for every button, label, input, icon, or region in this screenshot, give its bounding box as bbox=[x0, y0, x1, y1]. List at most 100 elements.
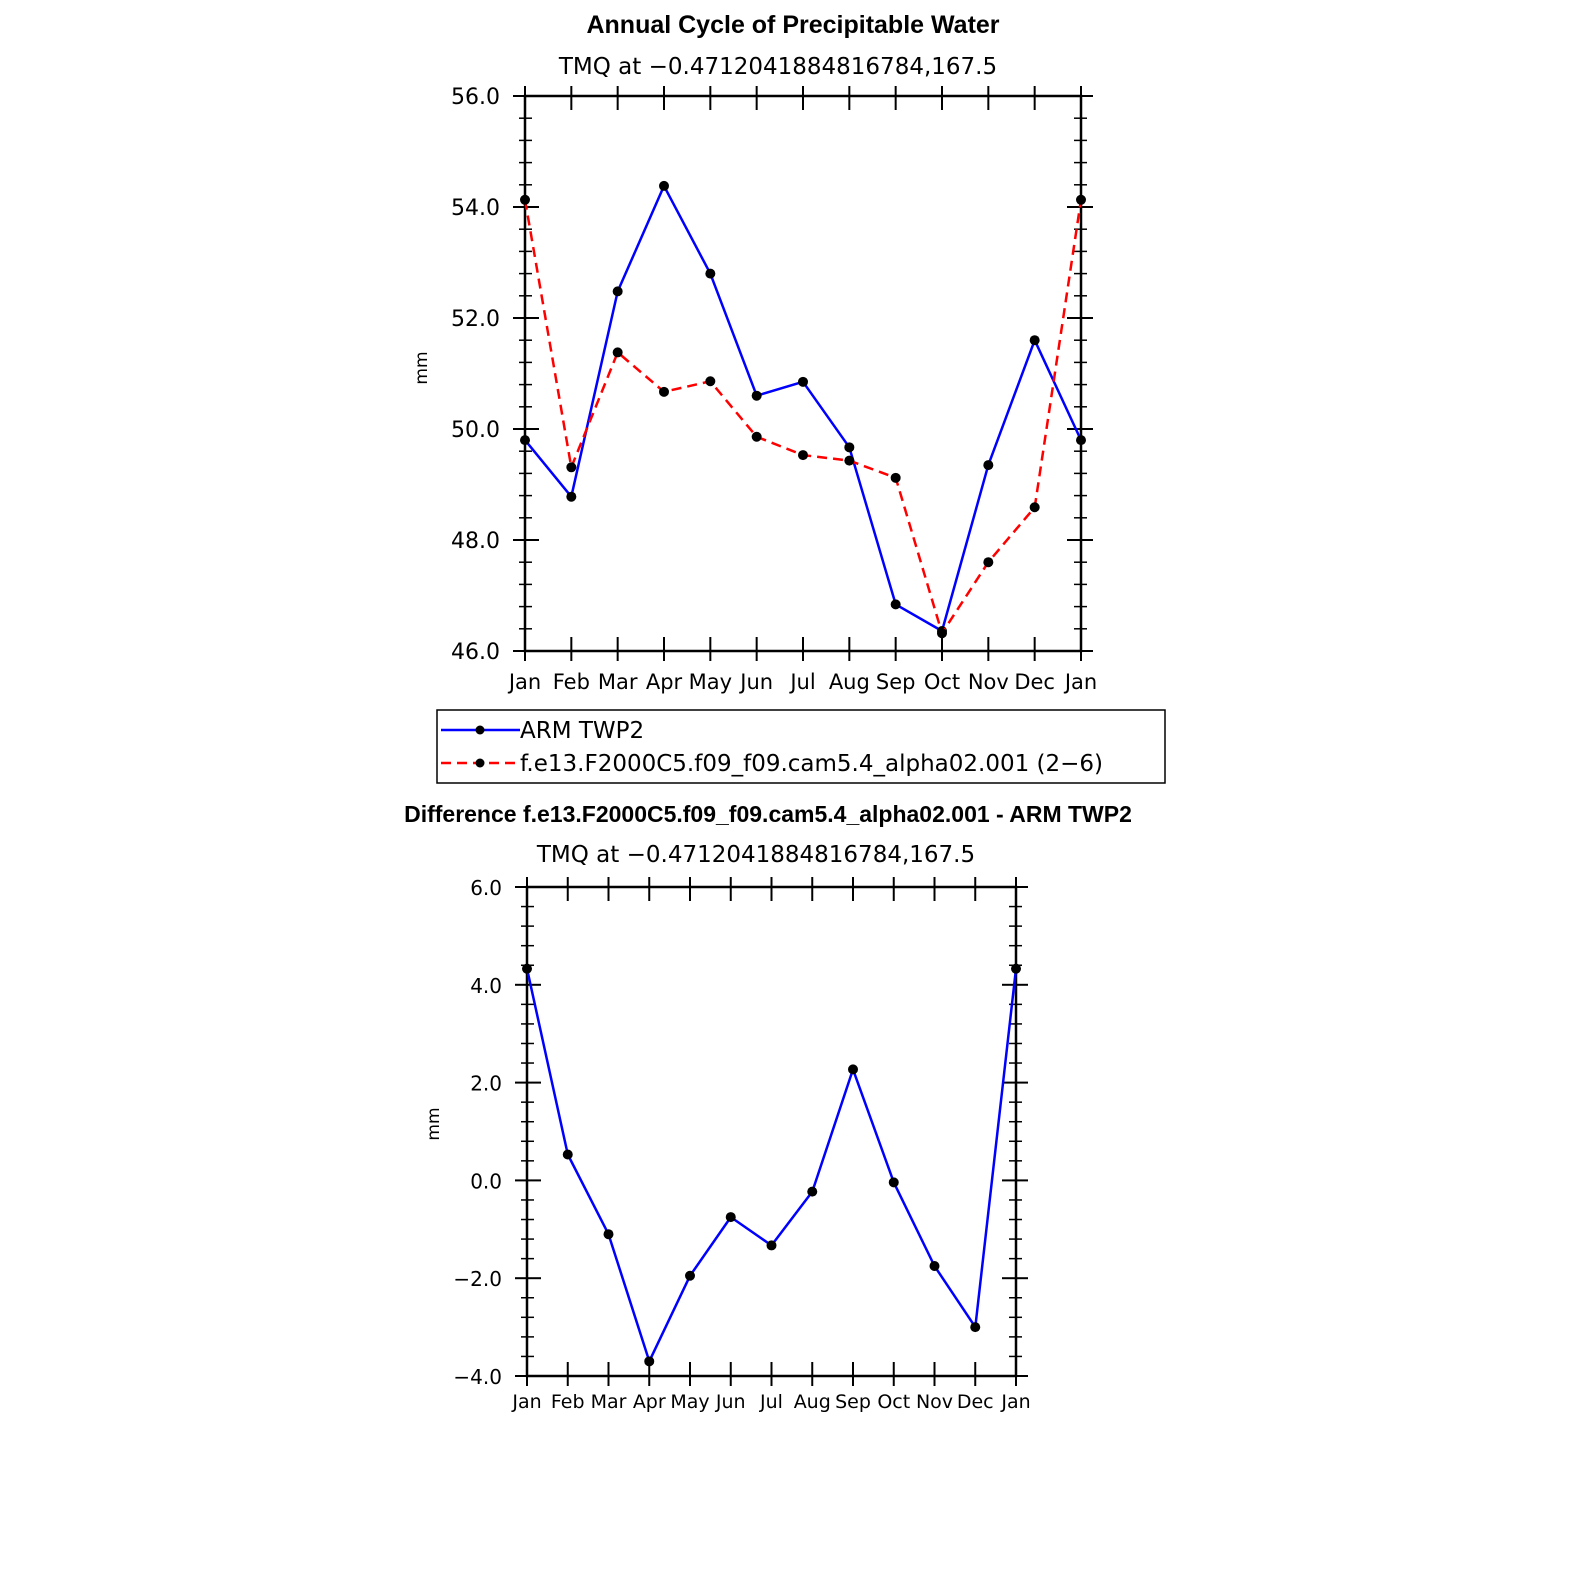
data-point bbox=[983, 460, 994, 471]
legend-marker-model bbox=[475, 758, 485, 768]
data-point bbox=[1076, 194, 1086, 205]
data-point bbox=[937, 628, 947, 639]
legend: ARM TWP2 f.e13.F2000C5.f09_f09.cam5.4_al… bbox=[436, 709, 1166, 784]
chart-subtitle: TMQ at −0.4712041884816784,167.5 bbox=[536, 842, 975, 868]
series-line-0 bbox=[524, 184, 1083, 633]
data-point bbox=[1029, 335, 1040, 346]
x-tick-label: May bbox=[689, 670, 732, 694]
y-axis-label: mm bbox=[412, 351, 432, 384]
axis-ticks: Jan Feb Mar Apr May Jun Jul Aug Sep Oct Nov Dec Jan 4… bbox=[451, 85, 1097, 694]
x-tick-label: Dec bbox=[1014, 670, 1055, 694]
chart-title: Annual Cycle of Precipitable Water bbox=[586, 11, 999, 39]
x-tick-label: Jun bbox=[715, 1391, 746, 1413]
plot-border bbox=[525, 885, 1018, 1378]
x-tick-label: Mar bbox=[598, 670, 638, 694]
y-tick-label: 48.0 bbox=[451, 529, 500, 554]
series-layer bbox=[522, 963, 1021, 1367]
y-tick-label: 52.0 bbox=[451, 307, 500, 332]
data-point bbox=[1011, 963, 1021, 974]
data-point bbox=[566, 462, 577, 473]
data-point bbox=[751, 431, 762, 442]
x-tick-label: Aug bbox=[794, 1391, 831, 1413]
data-point bbox=[970, 1322, 981, 1333]
plot-frame bbox=[525, 885, 1018, 1378]
x-tick-label: Jul bbox=[788, 670, 815, 694]
data-point bbox=[1029, 502, 1040, 513]
legend-marker-arm bbox=[475, 725, 485, 735]
data-point bbox=[705, 376, 716, 387]
x-tick-label: Jan bbox=[507, 670, 541, 694]
data-point bbox=[766, 1240, 777, 1251]
data-point bbox=[705, 268, 716, 279]
data-point bbox=[522, 963, 532, 974]
data-point bbox=[603, 1229, 614, 1240]
data-point bbox=[612, 286, 623, 297]
legend-entry-arm: ARM TWP2 bbox=[520, 718, 644, 744]
data-point bbox=[751, 390, 762, 401]
y-tick-label: 2.0 bbox=[470, 1072, 502, 1096]
data-point bbox=[844, 455, 855, 466]
y-tick-label: 46.0 bbox=[451, 640, 500, 665]
series-layer bbox=[520, 180, 1086, 639]
data-point bbox=[890, 472, 901, 483]
data-point bbox=[888, 1177, 899, 1188]
y-tick-label: 0.0 bbox=[470, 1169, 502, 1193]
x-tick-label: Jun bbox=[738, 670, 773, 694]
data-point bbox=[807, 1186, 818, 1197]
legend-entry-model: f.e13.F2000C5.f09_f09.cam5.4_alpha02.001… bbox=[520, 751, 1103, 777]
data-point bbox=[890, 599, 901, 610]
data-point bbox=[798, 376, 808, 387]
data-point bbox=[685, 1270, 695, 1281]
series-line-1 bbox=[523, 199, 1083, 635]
chart-title: Difference f.e13.F2000C5.f09_f09.cam5.4_… bbox=[404, 801, 1132, 827]
x-tick-label: Feb bbox=[551, 1391, 585, 1413]
y-tick-label: 56.0 bbox=[451, 85, 500, 110]
x-tick-label: Apr bbox=[646, 670, 683, 694]
data-point bbox=[848, 1064, 858, 1075]
data-point bbox=[983, 557, 994, 568]
axis-ticks: Jan Feb Mar Apr May Jun Jul Aug Sep Oct Nov Dec Jan−… bbox=[453, 876, 1030, 1413]
y-tick-label: 4.0 bbox=[470, 974, 502, 998]
annual-cycle-chart: Annual Cycle of Precipitable Water TMQ a… bbox=[412, 11, 1166, 784]
x-tick-label: Sep bbox=[835, 1391, 871, 1413]
y-tick-label: 6.0 bbox=[470, 876, 502, 900]
data-point bbox=[1076, 435, 1086, 446]
x-tick-label: Apr bbox=[633, 1391, 666, 1413]
data-point bbox=[929, 1260, 940, 1271]
y-tick-label: −4.0 bbox=[453, 1365, 502, 1389]
data-point bbox=[659, 386, 669, 397]
y-tick-label: −2.0 bbox=[453, 1267, 502, 1291]
y-tick-label: 50.0 bbox=[451, 418, 500, 443]
series-line-0 bbox=[525, 968, 1018, 1363]
data-point bbox=[520, 435, 530, 446]
data-point bbox=[566, 491, 577, 502]
x-tick-label: Jan bbox=[1000, 1391, 1030, 1413]
x-tick-label: Jan bbox=[1063, 670, 1097, 694]
data-point bbox=[520, 194, 530, 205]
chart-subtitle: TMQ at −0.4712041884816784,167.5 bbox=[558, 54, 997, 80]
difference-chart: Difference f.e13.F2000C5.f09_f09.cam5.4_… bbox=[404, 801, 1132, 1413]
x-tick-label: Nov bbox=[968, 670, 1009, 694]
data-point bbox=[659, 180, 669, 191]
x-tick-label: Jul bbox=[759, 1391, 783, 1413]
data-point bbox=[612, 347, 623, 358]
data-point bbox=[562, 1149, 573, 1160]
x-tick-label: Dec bbox=[957, 1391, 994, 1413]
x-tick-label: Sep bbox=[876, 670, 916, 694]
x-tick-label: May bbox=[670, 1391, 709, 1413]
y-tick-label: 54.0 bbox=[451, 196, 500, 221]
data-point bbox=[644, 1356, 655, 1367]
x-tick-label: Oct bbox=[924, 670, 960, 694]
x-tick-label: Mar bbox=[591, 1391, 627, 1413]
x-tick-label: Oct bbox=[877, 1391, 910, 1413]
legend-box bbox=[436, 709, 1166, 784]
data-point bbox=[798, 450, 808, 461]
y-axis-label: mm bbox=[424, 1107, 444, 1140]
data-point bbox=[725, 1212, 736, 1223]
x-tick-label: Jan bbox=[511, 1391, 541, 1413]
x-tick-label: Nov bbox=[916, 1391, 953, 1413]
x-tick-label: Feb bbox=[553, 670, 590, 694]
x-tick-label: Aug bbox=[829, 670, 870, 694]
data-point bbox=[844, 442, 855, 453]
